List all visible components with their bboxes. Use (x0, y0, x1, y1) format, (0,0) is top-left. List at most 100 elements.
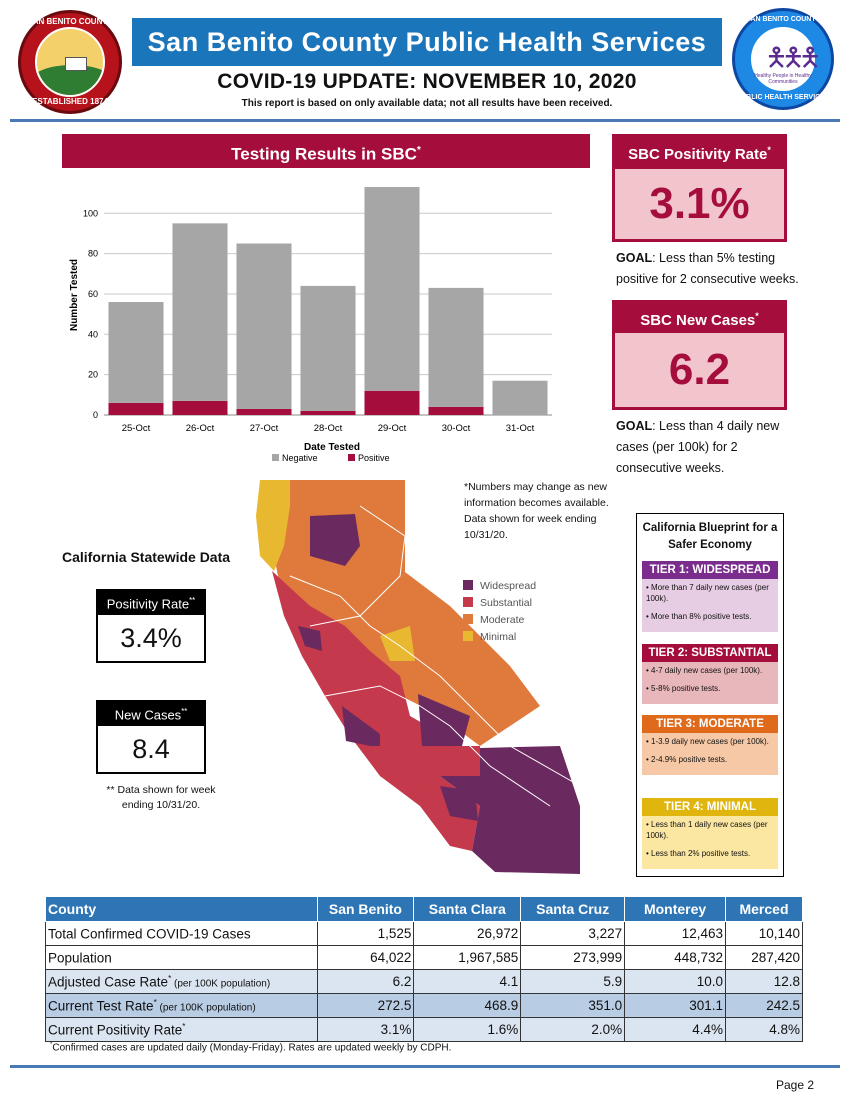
bar-positive (172, 400, 228, 415)
right-seal-motto: Healthy People in Healthy Communities (754, 73, 812, 85)
map-county-borders-3 (324, 685, 551, 807)
sbc-new-cases-title: SBC New Cases* (612, 300, 787, 332)
tier-3-header: TIER 3: MODERATE (642, 715, 778, 733)
people-icon: 🯅🯅🯅 (765, 42, 822, 72)
sbc-new-cases-asterisk: * (755, 311, 759, 321)
map-legend-label: Minimal (480, 631, 516, 643)
chart-legend: Negative Positive (272, 453, 390, 463)
map-region-northwest-minimal (256, 480, 290, 571)
map-legend: Widespread Substantial Moderate Minimal (463, 580, 536, 643)
tier-2-line2: • 5-8% positive tests. (646, 684, 721, 693)
row-label-asterisk: * (168, 973, 172, 983)
table-row: Population 64,022 1,967,585 273,999 448,732 2… (45, 945, 803, 970)
y-tick-label: 0 (93, 410, 98, 420)
map-region-south-substantial (370, 746, 480, 794)
bar-positive (236, 408, 292, 415)
tier-1-widespread: TIER 1: WIDESPREAD • More than 7 daily n… (642, 561, 778, 632)
logo-emblem: 🯅🯅🯅 Healthy People in Healthy Communitie… (751, 27, 822, 91)
table-cell: 3.1% (316, 1017, 415, 1042)
table-cell: 287,420 (725, 945, 803, 970)
table-body: Total Confirmed COVID-19 Cases 1,525 26,97… (45, 921, 803, 1042)
row-label-text: Current Positivity Rate (48, 1022, 183, 1038)
legend-label: Negative (282, 453, 318, 463)
left-seal-top-text: SAN BENITO COUNTY (27, 17, 113, 26)
y-tick-label: 80 (88, 249, 98, 259)
table-cell: 3,227 (520, 921, 626, 946)
row-label: Current Positivity Rate* (45, 1017, 318, 1042)
tier-4-line1: • Less than 1 daily new cases (per 100k)… (646, 820, 768, 840)
bar-positive (300, 410, 356, 415)
map-county-borders (289, 575, 581, 787)
page-banner-title: San Benito County Public Health Services (132, 18, 722, 66)
county-seal-logo: SAN BENITO COUNTY ESTABLISHED 1874 (18, 10, 122, 114)
table-cell: 468.9 (413, 993, 522, 1018)
legend-label: Positive (358, 453, 390, 463)
y-tick-label: 40 (88, 329, 98, 339)
table-cell: 12,463 (624, 921, 727, 946)
statewide-note: ** Data shown for week ending 10/31/20. (106, 784, 216, 811)
california-tier-map: Widespread Substantial Moderate Minimal (256, 480, 581, 874)
table-cell: 6.2 (316, 969, 415, 994)
x-tick-label: 25-Oct (122, 423, 151, 434)
bar-negative (492, 380, 548, 415)
right-seal-top-text: SAN BENITO COUNTY (745, 16, 821, 23)
state-positivity-label-text: Positivity Rate (106, 596, 190, 612)
table-cell: 1,525 (316, 921, 415, 946)
map-legend-label: Substantial (480, 597, 532, 609)
table-cell: 301.1 (624, 993, 727, 1018)
table-cell: 1.6% (413, 1017, 522, 1042)
map-region-southeast-widespread (440, 746, 580, 874)
table-cell: 12.8 (725, 969, 803, 994)
x-tick-label: 28-Oct (314, 423, 343, 434)
chart-x-ticks: 25-Oct 26-Oct 27-Oct 28-Oct 29-Oct 30-Oct 31-O… (122, 423, 535, 434)
table-cell: 272.5 (316, 993, 415, 1018)
row-label-note: (per 100K population) (171, 978, 271, 990)
table-cell: 4.1 (413, 969, 522, 994)
sbc-positivity-goal: GOAL: Less than 5% testing positive for … (616, 248, 816, 290)
goal-text: : Less than 4 daily new cases (per 100k)… (616, 419, 780, 475)
bar-positive (364, 390, 420, 415)
map-legend-swatch (463, 631, 473, 641)
table-cell: 64,022 (316, 945, 415, 970)
table-row: Current Test Rate* (per 100K population)… (45, 993, 803, 1018)
map-legend-swatch (463, 614, 473, 624)
sbc-new-cases-goal: GOAL: Less than 4 daily new cases (per 1… (616, 416, 786, 479)
chart-y-ticks: 0 20 40 60 80 100 (83, 208, 98, 420)
state-positivity-value: 3.4% (96, 613, 206, 663)
table-cell: 242.5 (725, 993, 803, 1018)
testing-title-text: Testing Results in SBC (231, 144, 417, 164)
goal-label: GOAL (616, 419, 653, 433)
map-region-sierra-minimal (380, 626, 415, 661)
map-note: *Numbers may change as new information b… (464, 481, 609, 541)
state-new-cases-label: New Cases** (96, 700, 206, 724)
state-new-cases-label-text: New Cases (114, 707, 182, 723)
goal-label: GOAL (616, 251, 653, 265)
y-tick-label: 100 (83, 208, 98, 218)
table-cell: 273,999 (520, 945, 626, 970)
row-label-text: Total Confirmed COVID-19 Cases (48, 926, 251, 942)
row-label: Current Test Rate* (per 100K population) (45, 993, 318, 1018)
map-legend-label: Widespread (480, 580, 536, 592)
table-row: Current Positivity Rate* 3.1% 1.6% 2.0% 4.4%… (45, 1017, 803, 1042)
table-footnote: *Confirmed cases are updated daily (Mond… (50, 1042, 451, 1053)
map-region-north-widespread (310, 514, 360, 566)
table-cell: 10.0 (624, 969, 727, 994)
y-tick-label: 60 (88, 289, 98, 299)
bar-positive (428, 406, 484, 415)
map-region-bay-widespread (298, 626, 322, 651)
tier-3-line2: • 2-4.9% positive tests. (646, 755, 728, 764)
blueprint-panel: California Blueprint for a Safer Economy… (636, 513, 784, 877)
header-county: County (45, 896, 318, 922)
y-tick-label: 20 (88, 370, 98, 380)
tier-4-header: TIER 4: MINIMAL (642, 798, 778, 816)
header-monterey: Monterey (624, 896, 727, 922)
table-cell: 448,732 (624, 945, 727, 970)
state-positivity-label: Positivity Rate** (96, 589, 206, 613)
bar-negative (428, 287, 484, 407)
tier-3-body: • 1-3.9 daily new cases (per 100k). • 2-4… (642, 733, 778, 775)
left-seal-bottom-text: ESTABLISHED 1874 (32, 97, 108, 106)
map-region-losangeles-widespread (440, 786, 478, 821)
x-tick-label: 26-Oct (186, 423, 215, 434)
table-cell: 2.0% (520, 1017, 626, 1042)
sbc-new-cases-value: 6.2 (612, 330, 787, 410)
